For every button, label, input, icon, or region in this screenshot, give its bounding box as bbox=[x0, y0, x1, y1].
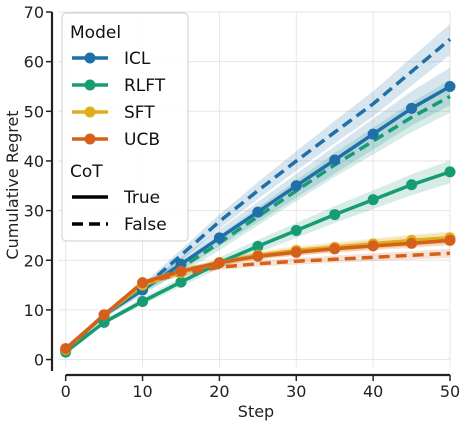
x-tick-label: 20 bbox=[209, 382, 229, 401]
x-tick-label: 50 bbox=[440, 382, 460, 401]
legend-entry-ucb: UCB bbox=[72, 130, 160, 150]
y-tick-label: 40 bbox=[24, 152, 44, 171]
y-tick-label: 70 bbox=[24, 3, 44, 22]
marker-icl-cot bbox=[406, 102, 418, 114]
x-tick-label: 40 bbox=[363, 382, 383, 401]
y-tick-label: 20 bbox=[24, 251, 44, 270]
legend-entry-sft: SFT bbox=[72, 103, 155, 123]
legend-label-rlft: RLFT bbox=[124, 76, 166, 96]
legend-label-ucb: UCB bbox=[124, 130, 160, 150]
series-markers bbox=[60, 80, 456, 358]
y-tick-label: 10 bbox=[24, 301, 44, 320]
band-ucb-nocot bbox=[65, 248, 450, 352]
legend-label-icl: ICL bbox=[124, 49, 151, 69]
marker-ucb-cot bbox=[252, 250, 264, 262]
marker-ucb-cot bbox=[98, 309, 110, 321]
marker-rlft-cot bbox=[406, 179, 418, 191]
y-axis-title: Cumulative Regret bbox=[3, 110, 22, 259]
legend-label-sft: SFT bbox=[124, 103, 155, 123]
legend-entry-rlft: RLFT bbox=[72, 76, 166, 96]
marker-ucb-cot bbox=[329, 243, 341, 255]
marker-ucb-cot bbox=[175, 265, 187, 277]
series-line-ucb-nocot bbox=[64, 251, 451, 351]
marker-ucb-cot bbox=[367, 240, 379, 252]
marker-rlft-cot bbox=[252, 240, 264, 252]
y-tick-label: 30 bbox=[24, 202, 44, 221]
marker-rlft-cot bbox=[329, 209, 341, 221]
y-tick-label: 0 bbox=[34, 351, 44, 370]
marker-rlft-cot bbox=[290, 224, 302, 236]
marker-icl-cot bbox=[329, 154, 341, 166]
marker-ucb-cot bbox=[444, 234, 456, 246]
tick-labels: 0 10 20 30 40 50 0 10 20 30 40 50 60 70 bbox=[24, 3, 461, 401]
x-tick-label: 30 bbox=[286, 382, 306, 401]
y-tick-label: 50 bbox=[24, 102, 44, 121]
series-line-icl-nocot bbox=[64, 37, 452, 352]
marker-ucb-cot bbox=[406, 237, 418, 249]
legend-label-true: True bbox=[123, 188, 160, 208]
marker-icl-cot bbox=[213, 232, 225, 244]
marker-ucb-cot bbox=[213, 257, 225, 269]
legend-cot-title: CoT bbox=[70, 162, 103, 182]
marker-ucb-cot bbox=[60, 343, 72, 355]
marker-icl-cot bbox=[252, 206, 264, 218]
legend-box bbox=[61, 12, 189, 242]
marker-ucb-cot bbox=[290, 246, 302, 258]
marker-ucb-cot bbox=[137, 277, 149, 289]
marker-rlft-cot bbox=[444, 166, 456, 178]
marker-rlft-cot bbox=[175, 276, 187, 288]
legend: Model ICL RLFT SFT UCB CoT bbox=[61, 12, 189, 242]
marker-icl-cot bbox=[290, 180, 302, 192]
legend-label-false: False bbox=[124, 215, 167, 235]
x-axis-title: Step bbox=[238, 402, 274, 421]
marker-icl-cot bbox=[444, 80, 456, 92]
x-tick-label: 0 bbox=[61, 382, 71, 401]
marker-rlft-cot bbox=[137, 295, 149, 307]
legend-entry-false: False bbox=[72, 215, 167, 235]
legend-entry-icl: ICL bbox=[72, 49, 151, 69]
y-tick-label: 60 bbox=[24, 53, 44, 72]
marker-icl-cot bbox=[367, 128, 379, 140]
x-tick-label: 10 bbox=[132, 382, 152, 401]
legend-entry-true: True bbox=[72, 188, 160, 208]
marker-rlft-cot bbox=[367, 194, 379, 206]
legend-model-title: Model bbox=[70, 23, 121, 43]
axes bbox=[46, 11, 451, 381]
